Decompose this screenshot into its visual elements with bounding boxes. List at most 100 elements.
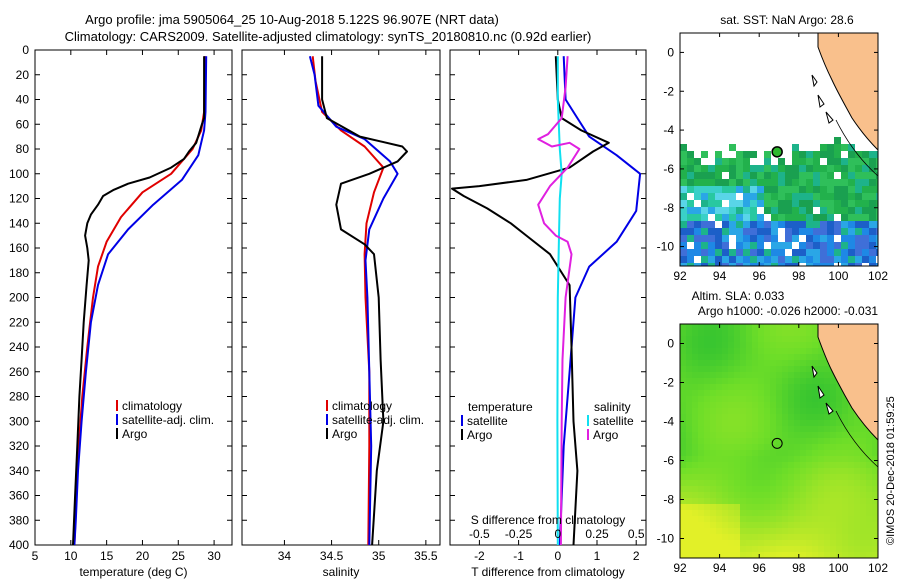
sst-pixel [729, 228, 736, 235]
sst-pixel [778, 214, 785, 221]
sla-pixel [752, 516, 758, 522]
sst-pixel [771, 235, 778, 242]
sla-pixel [824, 414, 830, 420]
sla-pixel [800, 462, 806, 468]
sla-pixel [800, 414, 806, 420]
sla-pixel [752, 432, 758, 438]
sla-pixel [722, 342, 728, 348]
sla-pixel [704, 336, 710, 342]
sla-pixel [734, 462, 740, 468]
sst-pixel [806, 186, 813, 193]
sla-pixel [800, 528, 806, 534]
sst-pixel [778, 172, 785, 179]
sla-pixel [704, 450, 710, 456]
sla-pixel [758, 414, 764, 420]
sst-pixel [841, 249, 848, 256]
sst-pixel [841, 193, 848, 200]
sla-pixel [692, 420, 698, 426]
sst-pixel [757, 249, 764, 256]
sla-pixel [806, 540, 812, 546]
sla-pixel [704, 360, 710, 366]
sla-pixel [752, 540, 758, 546]
sla-pixel [746, 540, 752, 546]
sst-pixel [722, 186, 729, 193]
sla-pixel [812, 468, 818, 474]
sla-pixel [746, 486, 752, 492]
y-tick-label: 0 [22, 43, 29, 57]
sla-pixel [794, 546, 800, 552]
sla-pixel [818, 366, 824, 372]
sla-pixel [686, 330, 692, 336]
sla-pixel [788, 468, 794, 474]
sst-pixel [792, 200, 799, 207]
sst-pixel [827, 200, 834, 207]
sla-pixel [860, 504, 866, 510]
sla-pixel [806, 426, 812, 432]
sla-pixel [800, 522, 806, 528]
sla-pixel [722, 378, 728, 384]
sla-pixel [716, 504, 722, 510]
sla-pixel [836, 534, 842, 540]
sla-pixel [734, 426, 740, 432]
sla-pixel [752, 504, 758, 510]
sst-pixel [869, 165, 876, 172]
sla-pixel [800, 378, 806, 384]
sla-pixel [686, 348, 692, 354]
sla-pixel [746, 450, 752, 456]
sst-pixel [841, 144, 848, 151]
legend-label: Argo [332, 427, 358, 441]
sla-pixel [806, 522, 812, 528]
sst-pixel [750, 200, 757, 207]
sla-pixel [734, 486, 740, 492]
sla-pixel [698, 456, 704, 462]
sst-pixel [862, 256, 869, 263]
sla-pixel [830, 522, 836, 528]
sla-pixel [812, 498, 818, 504]
sst-pixel [799, 200, 806, 207]
sla-pixel [824, 486, 830, 492]
sla-pixel [818, 516, 824, 522]
sla-pixel [698, 462, 704, 468]
sst-pixel [680, 172, 687, 179]
sla-pixel [776, 414, 782, 420]
sla-pixel [692, 336, 698, 342]
sla-pixel [836, 408, 842, 414]
sla-pixel [710, 384, 716, 390]
sst-pixel [785, 256, 792, 263]
sst-pixel [764, 207, 771, 214]
sla-pixel [854, 504, 860, 510]
sla-pixel [830, 516, 836, 522]
sla-pixel [824, 468, 830, 474]
sla-pixel [728, 438, 734, 444]
sla-pixel [794, 372, 800, 378]
sla-pixel [764, 444, 770, 450]
sla-pixel [722, 330, 728, 336]
sla-pixel [686, 414, 692, 420]
sla-pixel [722, 390, 728, 396]
sla-pixel [758, 552, 764, 558]
sst-pixel [736, 172, 743, 179]
x-tick-label: -1 [513, 549, 524, 563]
sla-pixel [764, 438, 770, 444]
sla-pixel [842, 522, 848, 528]
sla-pixel [782, 516, 788, 522]
sla-pixel [692, 402, 698, 408]
sla-pixel [746, 492, 752, 498]
sla-pixel [746, 330, 752, 336]
sst-pixel [841, 263, 848, 266]
sla-pixel [722, 468, 728, 474]
sla-pixel [776, 432, 782, 438]
sla-pixel [830, 474, 836, 480]
sla-pixel [728, 414, 734, 420]
sla-pixel [806, 354, 812, 360]
sla-pixel [788, 336, 794, 342]
sla-pixel [758, 456, 764, 462]
x-tick-label: 15 [100, 549, 114, 563]
sla-pixel [692, 414, 698, 420]
sla-pixel [710, 372, 716, 378]
sla-pixel [728, 486, 734, 492]
sla-pixel [782, 444, 788, 450]
sla-pixel [788, 426, 794, 432]
sla-pixel [788, 516, 794, 522]
sst-pixel [680, 179, 687, 186]
